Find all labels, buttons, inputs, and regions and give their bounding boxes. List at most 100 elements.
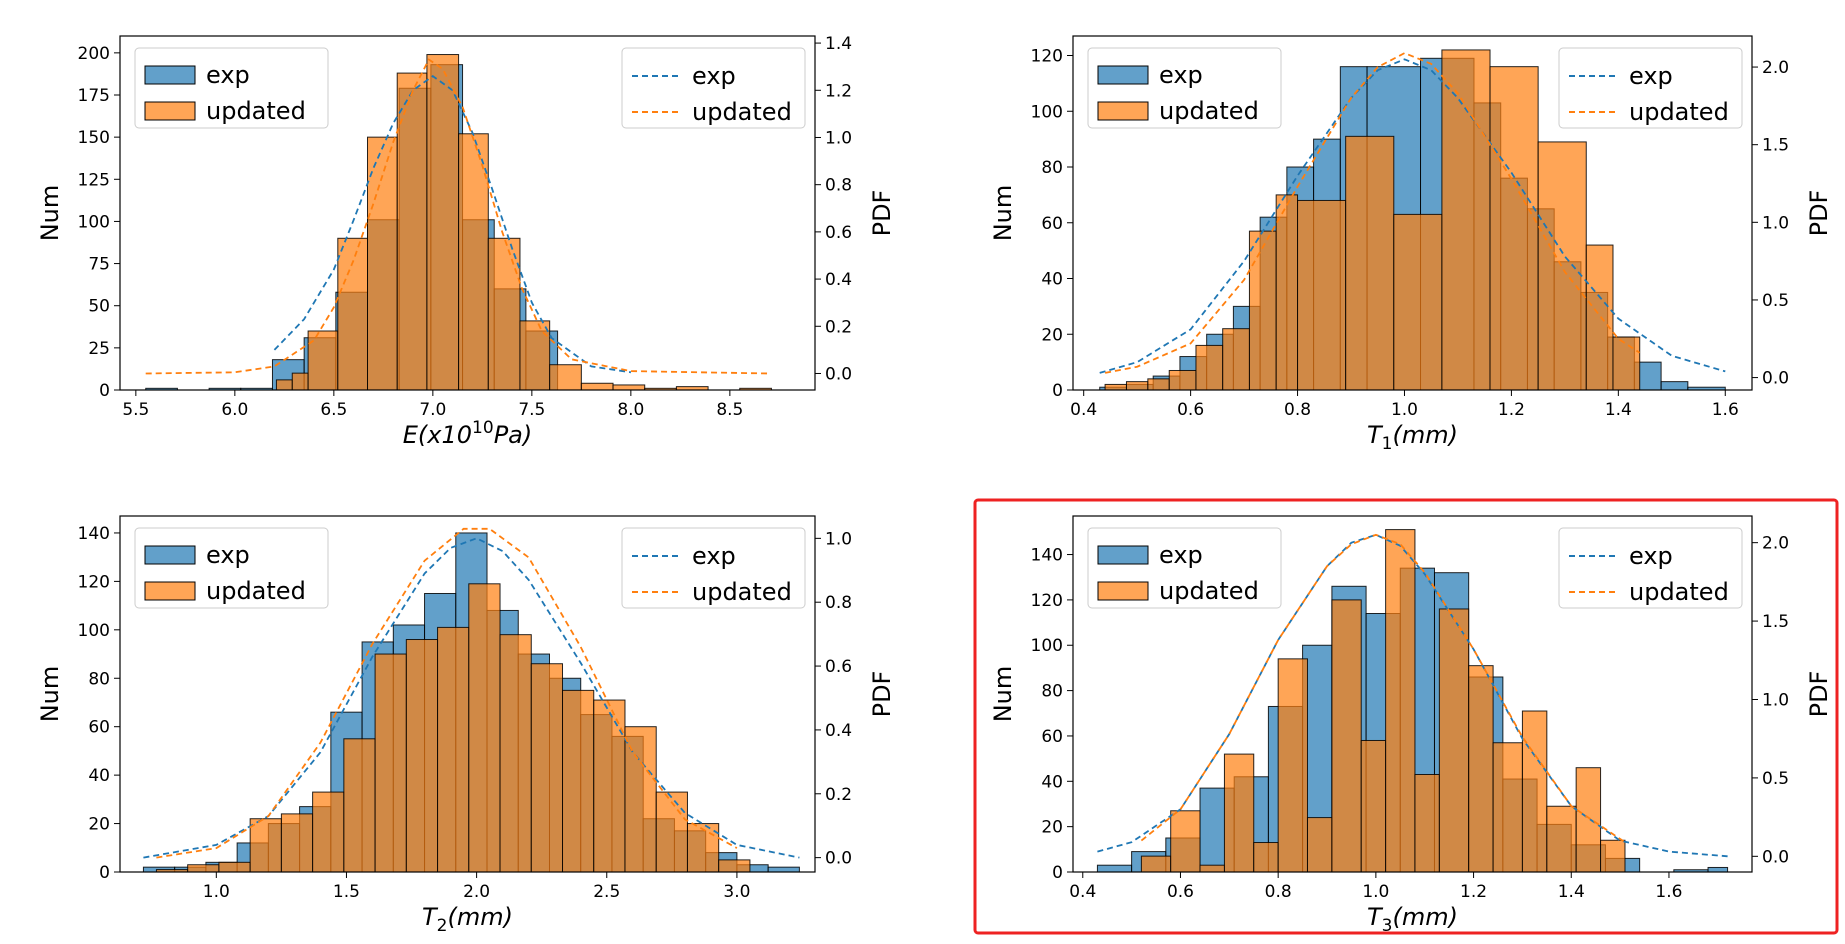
hist-bar (468, 583, 501, 873)
y2-tick-label: 0.2 (825, 785, 852, 805)
hist-bar (367, 136, 398, 391)
hist-bar (580, 382, 614, 391)
y-tick-label: 20 (1041, 818, 1063, 838)
x-axis-label-sub: 2 (437, 916, 448, 936)
hist-bar (1277, 658, 1308, 873)
x-tick-label: 1.4 (1605, 400, 1632, 420)
legend-label-exp: exp (692, 542, 736, 570)
y2-tick-label: 1.0 (1762, 213, 1789, 233)
legend-label-exp: exp (1159, 61, 1203, 89)
hist-bar (1585, 244, 1614, 391)
hist-bar (718, 859, 751, 873)
y2-tick-label: 2.0 (1762, 534, 1789, 554)
hist-bar (1414, 773, 1440, 873)
y-tick-label: 25 (88, 339, 110, 359)
legend-label-exp: exp (206, 61, 250, 89)
hist-bar (275, 379, 293, 391)
hist-updated (1140, 529, 1626, 873)
x-tick-label: 6.5 (320, 400, 347, 420)
x-axis-label: T3(mm) (1367, 903, 1458, 936)
legend-patch-exp (1097, 545, 1149, 565)
y2-tick-label: 0.5 (1762, 769, 1789, 789)
x-axis-label-sup: 10 (472, 418, 494, 438)
hist-bar (1125, 381, 1149, 391)
hist-bar (612, 384, 646, 391)
x-tick-label: 1.0 (1391, 400, 1418, 420)
x-tick-label: 0.6 (1167, 882, 1194, 902)
y-tick-label: 50 (88, 297, 110, 317)
x-tick-label: 1.0 (203, 882, 230, 902)
x-axis-label: T1(mm) (1367, 421, 1458, 454)
hist-bar (280, 813, 314, 873)
y2-tick-label: 0.0 (1762, 369, 1789, 389)
y-tick-label: 60 (1041, 727, 1063, 747)
y-tick-label: 0 (99, 863, 110, 883)
y2-axis-label: PDF (868, 671, 896, 718)
x-tick-label: 8.5 (716, 400, 743, 420)
y-tick-label: 20 (88, 815, 110, 835)
highlight-box (973, 498, 1839, 935)
hist-bar (1492, 742, 1523, 873)
hist-bar (1140, 855, 1172, 873)
y-tick-label: 140 (78, 524, 110, 544)
hist-bar (1253, 842, 1279, 873)
x-axis-label-sub: 3 (1382, 916, 1393, 936)
hist-bar (686, 823, 720, 873)
x-tick-label: 7.0 (419, 400, 446, 420)
hist-bar (487, 237, 521, 391)
y2-axis-label: PDF (1805, 671, 1833, 718)
y-axis-label: Num (989, 185, 1017, 242)
hist-bar (549, 364, 582, 391)
legend-label-updated: updated (206, 97, 306, 125)
y-axis-label: Num (36, 666, 64, 723)
x-axis-label-tail: (mm) (448, 903, 513, 931)
y2-tick-label: 1.0 (825, 529, 852, 549)
x-tick-label: 2.0 (463, 882, 490, 902)
x-tick-label: 1.2 (1498, 400, 1525, 420)
hist-bar (1199, 864, 1225, 873)
y-tick-label: 80 (88, 669, 110, 689)
y-tick-label: 0 (99, 381, 110, 401)
hist-bar (1223, 753, 1255, 873)
x-axis-label-tail: (mm) (1393, 903, 1458, 931)
legend-patch-updated (144, 101, 196, 121)
y-tick-label: 100 (1031, 636, 1063, 656)
legend-label-exp: exp (1629, 62, 1673, 90)
hist-bar (1521, 710, 1548, 873)
y-tick-label: 60 (88, 718, 110, 738)
legend-patch-updated (1097, 101, 1149, 121)
y-tick-label: 0 (1052, 381, 1063, 401)
hist-bar (426, 54, 460, 391)
y-tick-label: 40 (88, 766, 110, 786)
x-tick-label: 0.6 (1177, 400, 1204, 420)
x-axis-label-main: T (1367, 903, 1384, 931)
legend-label-updated: updated (206, 577, 306, 605)
hist-bar (1168, 369, 1197, 391)
legend-pdf: exp updated (621, 47, 806, 129)
hist-bar (1441, 49, 1491, 391)
x-tick-label: 6.0 (221, 400, 248, 420)
y2-tick-label: 0.6 (825, 223, 852, 243)
hist-bar (1707, 866, 1729, 873)
y2-tick-label: 1.5 (1762, 612, 1789, 632)
legend-patch-exp (1097, 65, 1149, 85)
x-tick-label: 1.4 (1558, 882, 1585, 902)
pdf-line-exp (273, 74, 632, 374)
x-tick-label: 2.5 (593, 882, 620, 902)
y-tick-label: 100 (78, 212, 110, 232)
hist-bar (1438, 608, 1470, 873)
x-tick-label: 0.8 (1265, 882, 1292, 902)
x-axis-label-main: T (1367, 421, 1384, 449)
x-axis-label: E(x1010Pa) (403, 418, 532, 449)
x-axis-label-tail: (mm) (1393, 421, 1458, 449)
hist-bar (291, 372, 309, 391)
hist-bar (1489, 66, 1539, 391)
y-tick-label: 80 (1041, 158, 1063, 178)
hist-bar (1546, 805, 1577, 873)
hist-bar (1331, 599, 1362, 873)
legend-pdf: exp updated (1558, 47, 1743, 129)
hist-bar (1248, 230, 1277, 391)
legend-patch-updated (144, 581, 196, 601)
pdf-line-updated (156, 527, 738, 859)
